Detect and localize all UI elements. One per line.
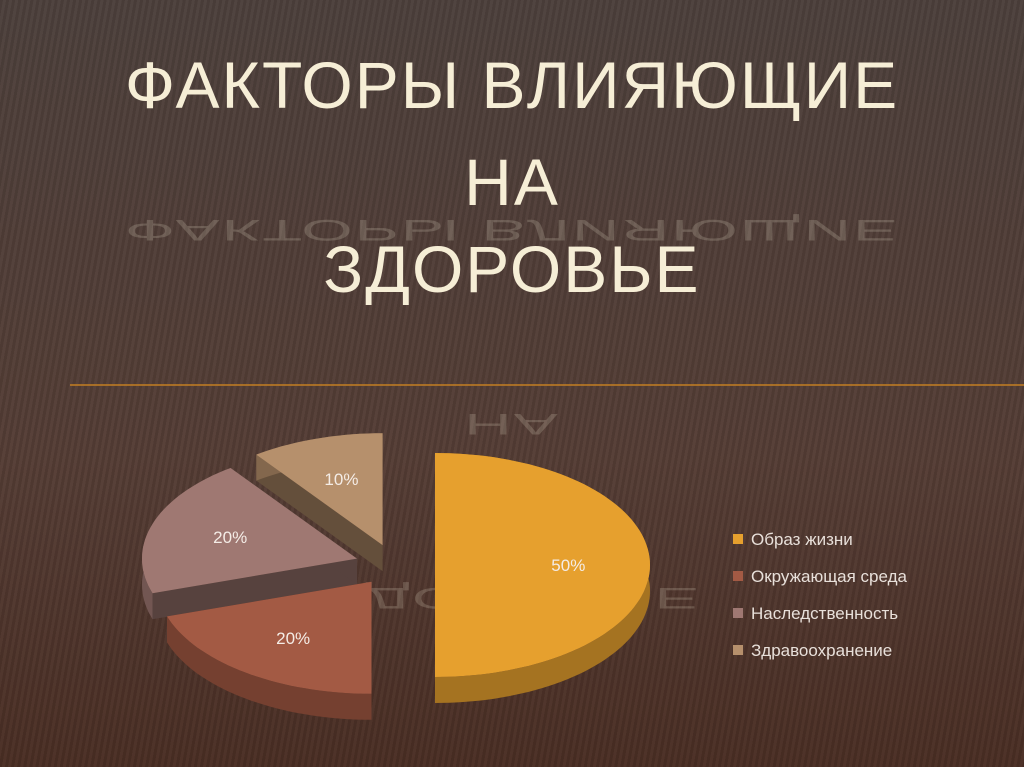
legend-swatch bbox=[733, 534, 743, 544]
slice-top bbox=[167, 581, 372, 694]
legend-label: Образ жизни bbox=[751, 530, 853, 549]
title-reflection: НА bbox=[464, 408, 560, 441]
legend: Образ жизни Окружающая среда Наследственно… bbox=[733, 530, 908, 660]
legend-swatch bbox=[733, 571, 743, 581]
slice-side bbox=[256, 454, 383, 572]
data-label: 50% bbox=[551, 556, 585, 575]
data-label: 20% bbox=[213, 528, 247, 547]
slice: 50% bbox=[435, 453, 650, 703]
legend-label: Наследственность bbox=[751, 604, 898, 623]
pie: 10% 20% 50% 20% bbox=[142, 433, 650, 720]
slice-top bbox=[142, 468, 357, 594]
slice: 20% bbox=[167, 581, 372, 720]
legend-swatch bbox=[733, 608, 743, 618]
title-line: НА bbox=[464, 145, 560, 219]
data-label: 10% bbox=[324, 470, 358, 489]
title-line: ЗДОРОВЬЕ bbox=[323, 232, 700, 306]
legend-label: Окружающая среда bbox=[751, 567, 908, 586]
legend-label: Здравоохранение bbox=[751, 641, 892, 660]
data-label: 20% bbox=[276, 629, 310, 648]
legend-swatch bbox=[733, 645, 743, 655]
title-reflection: ФАКТОРЫ ВЛИЯЮЩИЕ bbox=[125, 214, 899, 247]
slice-wall bbox=[167, 616, 372, 720]
title-line: ФАКТОРЫ ВЛИЯЮЩИЕ bbox=[125, 48, 899, 122]
slice-top bbox=[256, 433, 383, 546]
slice: 20% bbox=[142, 468, 357, 620]
slice: 10% bbox=[256, 433, 383, 572]
slice-side bbox=[152, 558, 357, 620]
slice-top bbox=[435, 453, 650, 677]
